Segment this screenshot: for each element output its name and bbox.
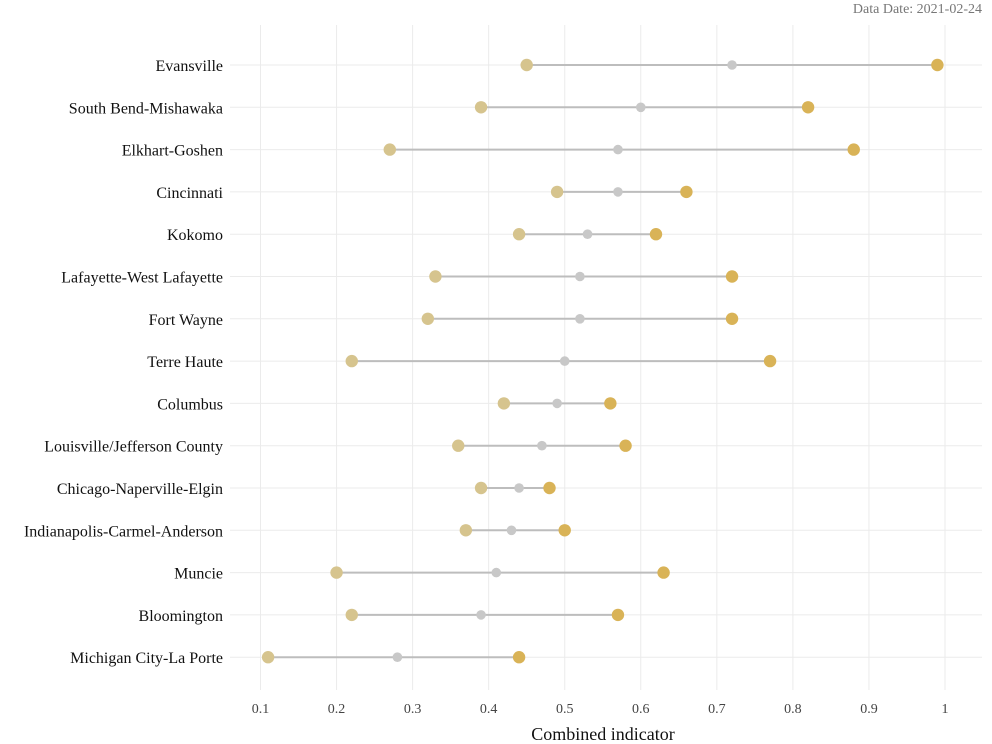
high-point bbox=[931, 58, 944, 72]
high-point bbox=[604, 397, 617, 410]
high-point bbox=[657, 566, 670, 579]
high-point bbox=[725, 270, 739, 283]
high-point bbox=[847, 143, 860, 156]
x-tick-label: 0.6 bbox=[632, 702, 650, 717]
low-point bbox=[452, 439, 465, 452]
low-point bbox=[330, 566, 343, 579]
x-tick-label: 0.9 bbox=[860, 702, 878, 717]
category-label: Fort Wayne bbox=[149, 312, 223, 329]
category-label: Kokomo bbox=[167, 227, 223, 244]
gridlines bbox=[230, 25, 982, 690]
low-point bbox=[261, 651, 275, 664]
category-label: Muncie bbox=[174, 566, 223, 583]
high-point bbox=[619, 439, 632, 452]
mid-point bbox=[559, 356, 570, 366]
x-tick-label: 0.1 bbox=[252, 702, 270, 717]
mid-point bbox=[613, 187, 623, 197]
low-point bbox=[383, 143, 396, 156]
high-point bbox=[680, 185, 693, 199]
low-point bbox=[474, 481, 488, 495]
x-tick-label: 0.5 bbox=[556, 702, 574, 717]
high-point bbox=[558, 524, 571, 537]
low-point bbox=[497, 397, 511, 410]
x-tick-label: 0.4 bbox=[480, 702, 498, 717]
mid-point bbox=[727, 60, 737, 70]
low-point bbox=[512, 228, 526, 241]
low-point bbox=[345, 608, 358, 622]
category-label: Evansville bbox=[155, 58, 223, 75]
mid-point bbox=[491, 567, 502, 578]
high-point bbox=[763, 354, 777, 368]
low-point bbox=[474, 101, 488, 114]
low-point bbox=[429, 270, 442, 283]
category-label: Elkhart-Goshen bbox=[122, 143, 223, 160]
chart-marks bbox=[261, 58, 944, 664]
x-tick-label: 1 bbox=[942, 702, 949, 717]
mid-point bbox=[575, 314, 585, 324]
mid-point bbox=[392, 652, 403, 662]
mid-point bbox=[613, 144, 623, 155]
mid-point bbox=[635, 102, 646, 113]
mid-point bbox=[552, 398, 562, 409]
category-label: Chicago-Naperville-Elgin bbox=[57, 481, 223, 498]
data-date-caption: Data Date: 2021-02-24 bbox=[853, 2, 982, 17]
category-label: Indianapolis-Carmel-Anderson bbox=[24, 523, 223, 540]
category-label: South Bend-Mishawaka bbox=[69, 100, 223, 117]
mid-point bbox=[582, 229, 593, 239]
mid-point bbox=[537, 440, 547, 451]
category-label: Cincinnati bbox=[156, 185, 223, 202]
low-point bbox=[459, 524, 473, 537]
x-tick-label: 0.7 bbox=[708, 702, 726, 717]
low-point bbox=[421, 312, 435, 325]
mid-point bbox=[575, 271, 585, 282]
mid-point bbox=[506, 525, 517, 536]
category-label: Louisville/Jefferson County bbox=[44, 439, 223, 456]
high-point bbox=[543, 481, 556, 495]
category-label: Bloomington bbox=[139, 608, 223, 625]
category-label: Terre Haute bbox=[147, 354, 223, 371]
x-tick-label: 0.8 bbox=[784, 702, 802, 717]
category-label: Columbus bbox=[157, 396, 223, 413]
x-tick-label: 0.3 bbox=[404, 702, 422, 717]
high-point bbox=[725, 312, 739, 325]
high-point bbox=[801, 101, 815, 114]
high-point bbox=[611, 608, 625, 622]
mid-point bbox=[514, 483, 524, 493]
category-label: Michigan City-La Porte bbox=[70, 650, 223, 667]
x-tick-label: 0.2 bbox=[328, 702, 346, 717]
low-point bbox=[550, 185, 564, 199]
category-label: Lafayette-West Lafayette bbox=[61, 270, 223, 287]
low-point bbox=[520, 58, 533, 72]
x-axis-title: Combined indicator bbox=[531, 724, 674, 744]
category-labels: Evansville South Bend-Mishawaka Elkhart-Go… bbox=[24, 58, 224, 667]
low-point bbox=[345, 354, 358, 368]
high-point bbox=[512, 651, 526, 664]
x-axis-ticks: 0.1 0.2 0.3 0.4 0.5 0.6 0.7 0.8 0.9 1 bbox=[252, 702, 949, 717]
high-point bbox=[649, 228, 663, 241]
mid-point bbox=[476, 610, 486, 620]
